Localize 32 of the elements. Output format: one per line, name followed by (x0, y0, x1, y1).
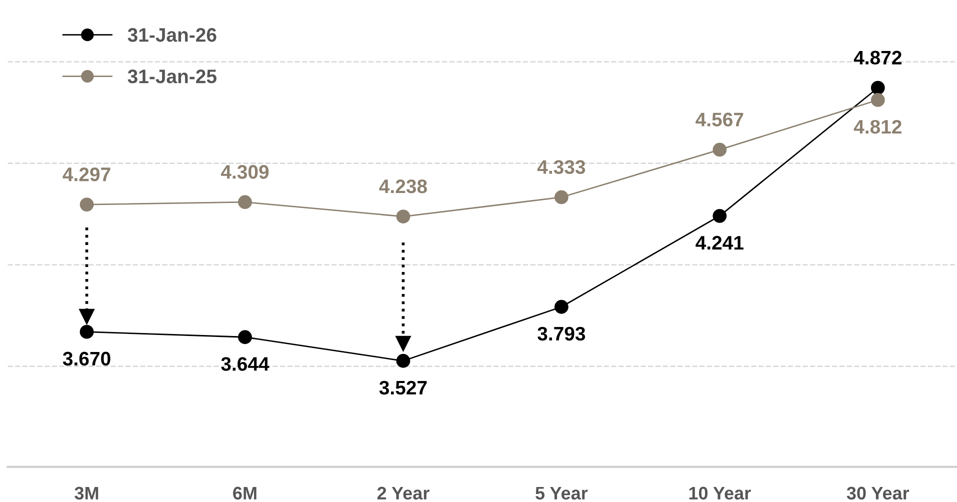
point (870, 80, 885, 95)
data-label: 4.812 (854, 120, 902, 134)
x-tick-label: 5 Year (536, 486, 588, 500)
point (396, 354, 410, 368)
x-tick-label: 3M (74, 486, 98, 500)
data-label: 4.333 (537, 160, 586, 174)
data-label: 4.872 (854, 50, 902, 65)
legend-label: 31-Jan-26 (128, 28, 216, 42)
x-tick-label: 6M (233, 486, 256, 500)
legend-label: 31-Jan-25 (128, 70, 216, 84)
data-label: 4.238 (379, 179, 427, 194)
point (80, 198, 94, 212)
point (870, 93, 885, 107)
point (238, 195, 252, 210)
point (712, 142, 727, 157)
point (238, 330, 252, 344)
data-label: 3.644 (221, 357, 270, 371)
data-label: 3.527 (379, 380, 427, 395)
x-tick-label: 10 Year (689, 486, 751, 500)
data-label: 4.241 (696, 236, 744, 250)
data-label: 4.567 (696, 112, 744, 126)
data-label: 4.297 (62, 167, 110, 182)
point (712, 208, 727, 223)
point (396, 210, 410, 224)
data-label: 4.309 (220, 165, 269, 179)
point (554, 190, 568, 204)
point (554, 300, 568, 314)
point (80, 324, 94, 339)
x-tick-label: 30 Year (846, 486, 910, 500)
data-label: 3.793 (538, 326, 586, 341)
data-label: 3.670 (62, 352, 110, 366)
x-tick-label: 2 Year (377, 486, 430, 500)
